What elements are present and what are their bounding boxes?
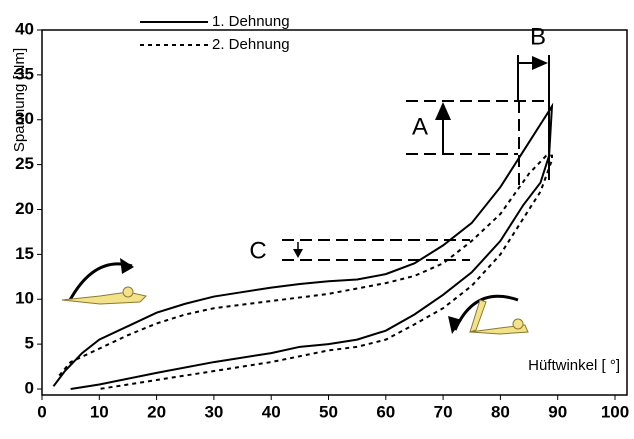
x-tick-label: 50: [319, 402, 338, 421]
y-tick-label: 15: [15, 244, 34, 263]
icon-stretch: [448, 296, 528, 334]
x-tick-label: 60: [376, 402, 395, 421]
series-line: [53, 106, 552, 389]
arrow-a-head: [435, 102, 451, 120]
x-tick-label: 90: [548, 402, 567, 421]
x-tick-label: 0: [37, 402, 46, 421]
annotation: B: [530, 23, 546, 50]
y-tick-label: 10: [15, 289, 34, 308]
arrow-c-head: [293, 249, 303, 258]
annotation: C: [249, 237, 266, 264]
plot-frame: [42, 30, 627, 395]
annotation: A: [412, 113, 428, 140]
icon-lying: [62, 258, 146, 304]
x-tick-label: 70: [434, 402, 453, 421]
x-tick-label: 30: [204, 402, 223, 421]
y-tick-label: 20: [15, 199, 34, 218]
x-tick-label: 40: [262, 402, 281, 421]
x-tick-label: 10: [90, 402, 109, 421]
x-axis-label: Hüftwinkel [ °]: [528, 357, 620, 374]
series-line: [59, 156, 552, 389]
x-tick-label: 20: [147, 402, 166, 421]
x-tick-label: 100: [601, 402, 629, 421]
legend-label: 2. Dehnung: [212, 36, 290, 53]
y-tick-label: 25: [15, 154, 34, 173]
y-tick-label: 40: [15, 19, 34, 38]
y-tick-label: 0: [25, 378, 34, 397]
y-tick-label: 35: [15, 64, 34, 83]
y-tick-label: 5: [25, 334, 34, 353]
x-tick-label: 80: [491, 402, 510, 421]
arrow-b-head: [532, 56, 548, 70]
legend-label: 1. Dehnung: [212, 13, 290, 30]
y-tick-label: 30: [15, 109, 34, 128]
chart: Spannung [Nm] Hüftwinkel [ °] A B C 0510…: [0, 0, 634, 434]
